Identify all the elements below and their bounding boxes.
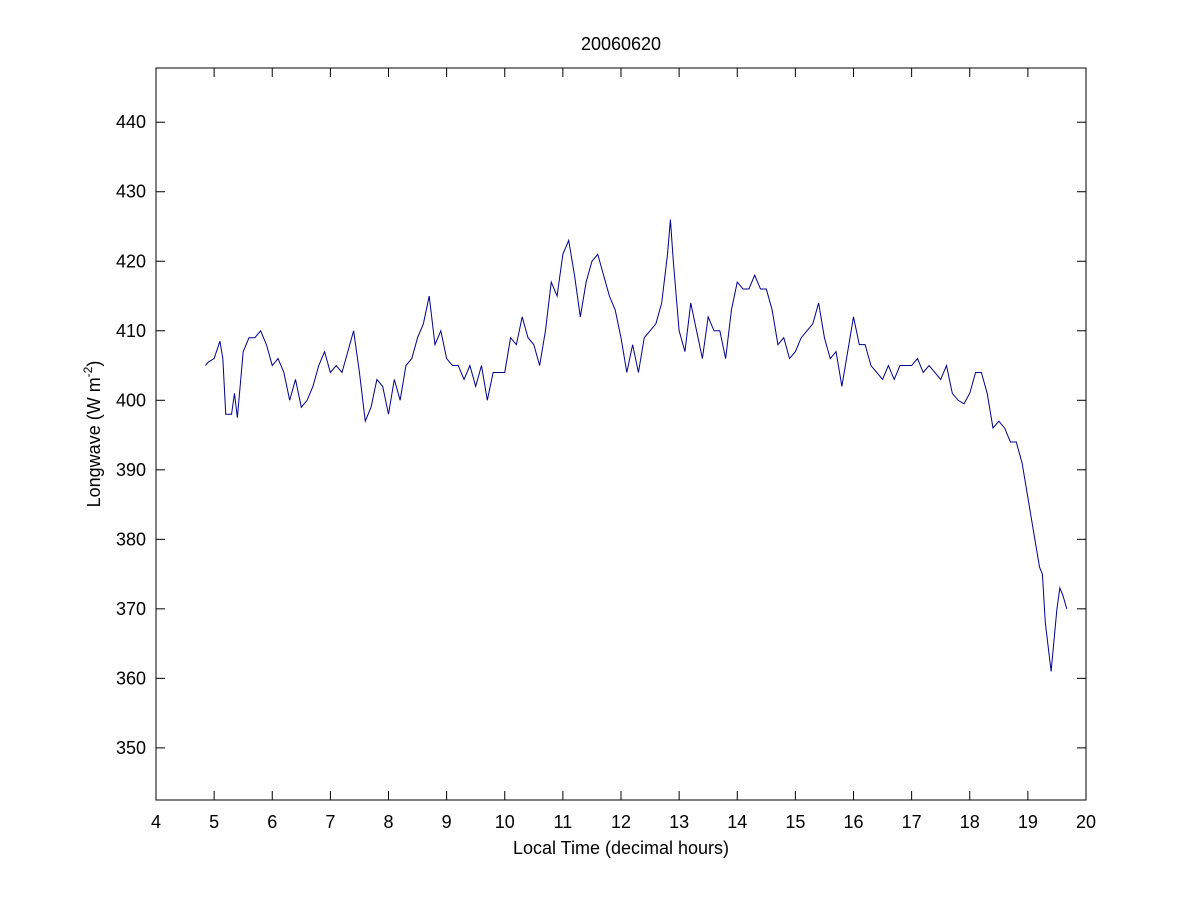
data-line (205, 219, 1068, 672)
x-axis-label: Local Time (decimal hours) (513, 838, 729, 858)
y-tick-label: 400 (116, 390, 146, 410)
x-tick-label: 14 (727, 812, 747, 832)
x-tick-label: 20 (1076, 812, 1096, 832)
y-label-text: Longwave (W m (84, 377, 104, 507)
x-tick-label: 8 (383, 812, 393, 832)
plot-area (155, 67, 1087, 801)
y-tick-label: 390 (116, 460, 146, 480)
x-tick-label: 18 (960, 812, 980, 832)
x-tick-label: 11 (554, 812, 573, 832)
y-label-sup: -2 (81, 366, 95, 377)
x-tick-label: 4 (151, 812, 161, 832)
y-axis-label: Longwave (W m-2) (81, 361, 104, 508)
x-tick-label: 19 (1018, 812, 1038, 832)
x-tick-label: 16 (843, 812, 863, 832)
y-tick-label: 380 (116, 529, 146, 549)
y-tick-label: 420 (116, 251, 146, 271)
chart-title: 20060620 (581, 34, 661, 54)
y-label-end: ) (84, 361, 104, 367)
y-tick-label: 350 (116, 738, 146, 758)
y-tick-label: 430 (116, 182, 146, 202)
y-tick-label: 410 (116, 321, 146, 341)
y-tick-label: 360 (116, 668, 146, 688)
x-tick-label: 7 (325, 812, 335, 832)
y-tick-label: 440 (116, 112, 146, 132)
y-tick-label: 370 (116, 599, 146, 619)
x-tick-label: 15 (785, 812, 805, 832)
x-tick-label: 13 (669, 812, 689, 832)
x-tick-label: 5 (209, 812, 219, 832)
x-tick-label: 10 (495, 812, 515, 832)
x-tick-label: 6 (267, 812, 277, 832)
x-tick-label: 17 (902, 812, 922, 832)
x-tick-label: 9 (442, 812, 452, 832)
x-tick-label: 12 (611, 812, 631, 832)
